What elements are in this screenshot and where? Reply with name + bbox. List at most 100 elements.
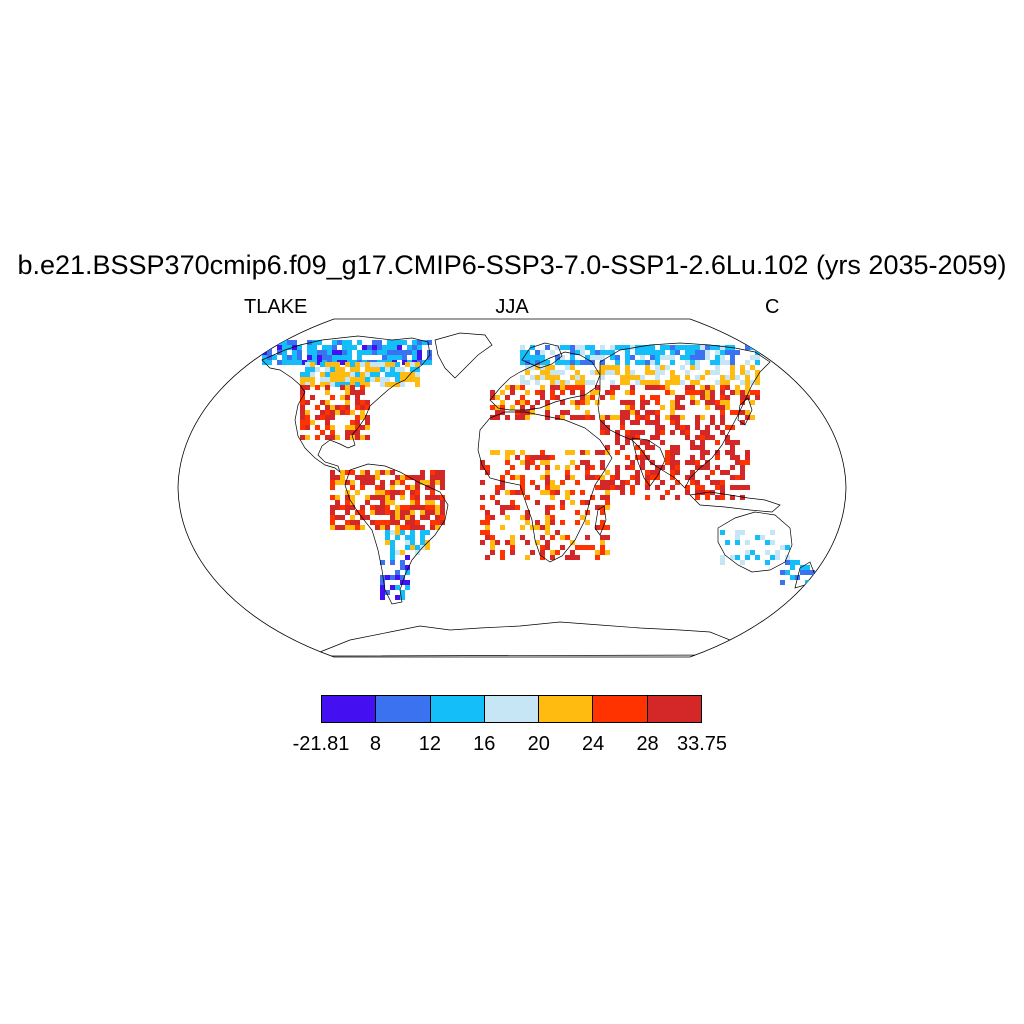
grid-cell: [615, 370, 620, 375]
grid-cell: [575, 385, 580, 390]
grid-cell: [545, 400, 550, 405]
grid-cell: [435, 515, 440, 520]
grid-cell: [335, 435, 340, 440]
grid-cell: [690, 355, 695, 360]
grid-cell: [725, 470, 730, 475]
grid-cell: [380, 495, 385, 500]
grid-cell: [390, 550, 395, 555]
grid-cell: [670, 455, 675, 460]
grid-cell: [385, 530, 390, 535]
grid-cell: [670, 375, 675, 380]
grid-cell: [370, 520, 375, 525]
grid-cell: [575, 400, 580, 405]
coastlines: [261, 332, 816, 657]
grid-cell: [305, 420, 310, 425]
grid-cell: [515, 475, 520, 480]
grid-cell: [650, 360, 655, 365]
grid-cell: [570, 375, 575, 380]
grid-cell: [375, 510, 380, 515]
grid-cell: [412, 345, 417, 350]
grid-cell: [590, 415, 595, 420]
grid-cell: [382, 345, 387, 350]
grid-cell: [395, 367, 400, 372]
grid-cell: [352, 345, 357, 350]
grid-cell: [695, 360, 700, 365]
grid-cell: [730, 350, 735, 355]
grid-cell: [345, 372, 350, 377]
grid-cell: [325, 425, 330, 430]
grid-cell: [600, 360, 605, 365]
grid-cell: [325, 405, 330, 410]
grid-cell: [395, 372, 400, 377]
grid-cell: [365, 500, 370, 505]
grid-cell: [645, 415, 650, 420]
grid-cell: [620, 420, 625, 425]
grid-cell: [715, 380, 720, 385]
colorbar-label-4: 20: [527, 733, 550, 755]
grid-cell: [407, 350, 412, 355]
grid-cell: [630, 355, 635, 360]
grid-cell: [340, 470, 345, 475]
grid-cell: [560, 380, 565, 385]
grid-cell: [560, 520, 565, 525]
grid-cell: [530, 360, 535, 365]
grid-cell: [427, 355, 432, 360]
grid-cell: [405, 540, 410, 545]
grid-cell: [390, 490, 395, 495]
grid-cell: [375, 362, 380, 367]
grid-cell: [695, 420, 700, 425]
grid-cell: [505, 385, 510, 390]
grid-cell: [570, 385, 575, 390]
grid-cell: [435, 510, 440, 515]
grid-cell: [380, 500, 385, 505]
grid-cell: [400, 560, 405, 565]
grid-cell: [385, 500, 390, 505]
grid-cell: [700, 430, 705, 435]
grid-cell: [670, 390, 675, 395]
grid-cell: [490, 390, 495, 395]
grid-cell: [335, 500, 340, 505]
grid-cell: [555, 345, 560, 350]
grid-cell: [385, 590, 390, 595]
grid-cell: [640, 430, 645, 435]
grid-cell: [565, 470, 570, 475]
grid-cell: [410, 540, 415, 545]
grid-cell: [340, 405, 345, 410]
grid-cell: [415, 550, 420, 555]
grid-cell: [720, 405, 725, 410]
grid-cell: [650, 345, 655, 350]
grid-cell: [400, 510, 405, 515]
grid-cell: [565, 380, 570, 385]
grid-cell: [695, 350, 700, 355]
grid-cell: [690, 345, 695, 350]
grid-cell: [600, 370, 605, 375]
grid-cell: [330, 510, 335, 515]
grid-cell: [565, 490, 570, 495]
grid-cell: [535, 400, 540, 405]
grid-cell: [560, 480, 565, 485]
grid-cell: [705, 345, 710, 350]
grid-cell: [640, 380, 645, 385]
grid-cell: [525, 465, 530, 470]
grid-cell: [350, 470, 355, 475]
grid-cell: [690, 440, 695, 445]
grid-cell: [675, 400, 680, 405]
grid-cell: [345, 382, 350, 387]
grid-cell: [520, 350, 525, 355]
grid-cell: [312, 350, 317, 355]
grid-cell: [332, 355, 337, 360]
colorbar-label-5: 24: [582, 733, 605, 755]
grid-cell: [480, 540, 485, 545]
grid-cell: [325, 367, 330, 372]
grid-cell: [405, 525, 410, 530]
grid-cell: [345, 400, 350, 405]
grid-cell: [635, 455, 640, 460]
grid-cell: [525, 555, 530, 560]
grid-cell: [655, 375, 660, 380]
grid-cell: [745, 485, 750, 490]
grid-cell: [525, 460, 530, 465]
grid-cell: [745, 540, 750, 545]
grid-cell: [600, 465, 605, 470]
grid-cell: [550, 515, 555, 520]
